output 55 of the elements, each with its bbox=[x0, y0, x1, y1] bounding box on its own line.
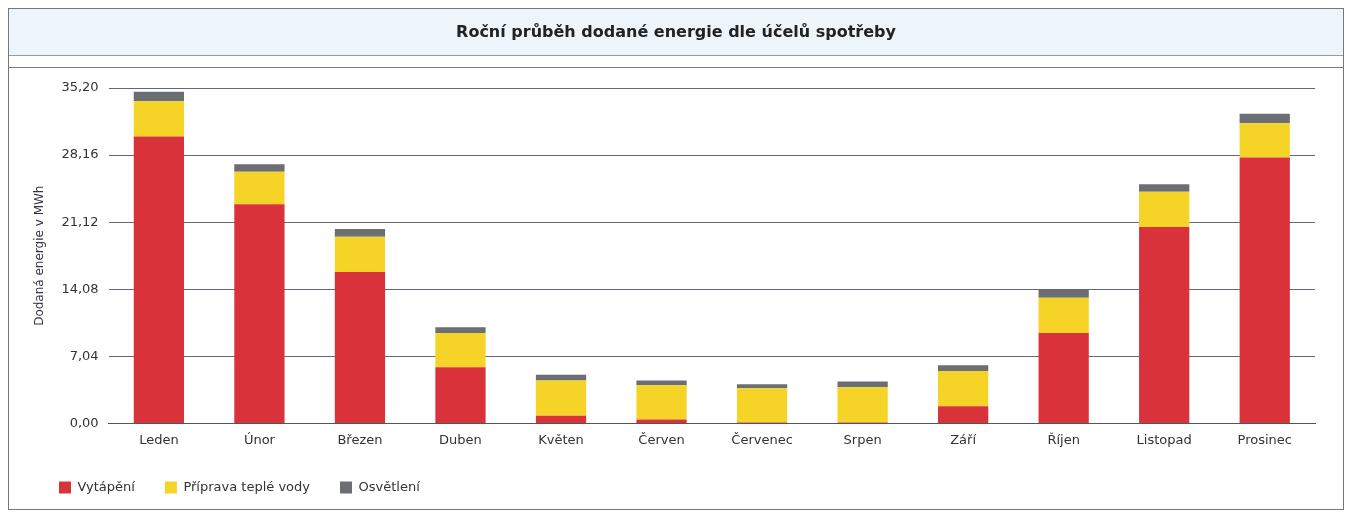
x-tick-label: Duben bbox=[439, 431, 482, 447]
bar bbox=[133, 136, 185, 423]
bar bbox=[334, 229, 386, 237]
x-tick-label: Září bbox=[950, 431, 977, 447]
bar bbox=[133, 91, 185, 102]
bar bbox=[1139, 227, 1190, 423]
bar bbox=[133, 101, 185, 137]
y-tick-label: 14,08 bbox=[61, 280, 99, 296]
bar bbox=[435, 327, 486, 333]
bar bbox=[334, 236, 386, 272]
bar bbox=[837, 387, 888, 423]
x-tick-label: Srpen bbox=[843, 431, 882, 447]
y-axis-title: Dodaná energie v MWh bbox=[32, 185, 47, 326]
bar bbox=[1038, 332, 1089, 423]
bar bbox=[636, 419, 687, 423]
bar bbox=[938, 406, 989, 423]
x-tick-label: Březen bbox=[337, 431, 383, 447]
x-tick-label: Květen bbox=[538, 431, 584, 447]
legend-label: Příprava teplé vody bbox=[183, 478, 311, 494]
bar bbox=[234, 164, 285, 172]
x-tick-label: Červen bbox=[638, 431, 685, 447]
x-tick-label: Listopad bbox=[1136, 431, 1192, 447]
chart-title: Roční průběh dodané energie dle účelů spotřeby bbox=[9, 9, 1343, 56]
bar bbox=[1239, 123, 1290, 158]
bar bbox=[938, 370, 989, 407]
x-tick-label: Prosinec bbox=[1237, 431, 1292, 447]
y-tick-label: 21,12 bbox=[61, 213, 99, 229]
x-tick-label: Červenec bbox=[731, 431, 793, 447]
bar bbox=[1139, 191, 1190, 228]
bar bbox=[1038, 297, 1089, 333]
bar bbox=[736, 388, 788, 423]
x-tick-label: Leden bbox=[139, 431, 179, 447]
bar bbox=[1139, 184, 1190, 192]
bar bbox=[535, 374, 587, 381]
y-tick-label: 0,00 bbox=[69, 414, 99, 430]
bar bbox=[938, 365, 989, 371]
bar bbox=[636, 385, 687, 420]
bar bbox=[837, 381, 888, 388]
bar bbox=[435, 332, 486, 368]
x-tick-label: Říjen bbox=[1047, 431, 1080, 447]
bar bbox=[234, 204, 285, 423]
bar bbox=[1239, 113, 1290, 124]
bar bbox=[1239, 157, 1290, 423]
bar bbox=[535, 415, 587, 423]
legend-label: Osvětlení bbox=[358, 478, 421, 494]
y-tick-label: 35,20 bbox=[61, 79, 99, 95]
x-tick-label: Únor bbox=[243, 431, 276, 447]
bar bbox=[234, 171, 285, 205]
legend-label: Vytápění bbox=[77, 478, 136, 494]
y-tick-label: 28,16 bbox=[61, 146, 99, 162]
bar bbox=[334, 271, 386, 423]
bar bbox=[736, 384, 788, 389]
y-tick-label: 7,04 bbox=[69, 347, 99, 363]
bar bbox=[535, 380, 587, 416]
bar bbox=[435, 367, 486, 423]
